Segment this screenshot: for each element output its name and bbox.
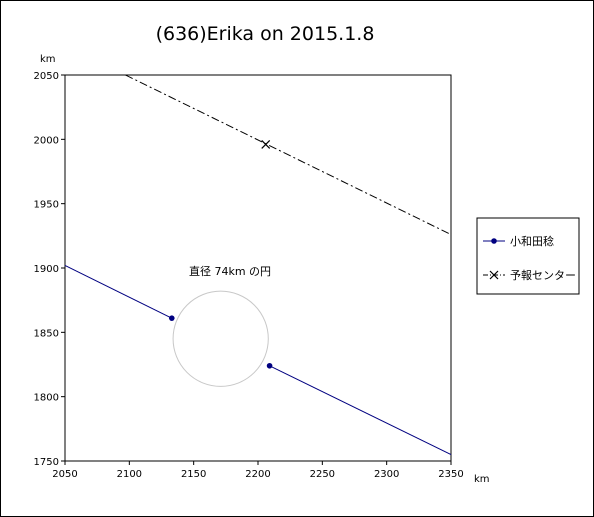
x-tick-label: 2300 xyxy=(374,469,399,480)
y-tick-label: 1850 xyxy=(34,328,59,339)
legend-marker-observer xyxy=(491,238,497,244)
prediction-marker xyxy=(261,140,271,149)
diameter-circle xyxy=(172,290,269,387)
y-tick-label: 1750 xyxy=(34,457,59,468)
x-tick-label: 2150 xyxy=(181,469,206,480)
prediction-line xyxy=(125,74,452,235)
observer-point xyxy=(266,362,273,369)
legend-marker-prediction xyxy=(489,270,499,280)
y-tick-label: 1950 xyxy=(34,200,59,211)
y-tick-label: 1900 xyxy=(34,264,59,275)
x-axis: 2050 2100 2150 2200 2250 2300 2350 xyxy=(52,461,464,480)
observer-point xyxy=(168,315,175,321)
x-tick-label: 2250 xyxy=(310,469,335,480)
x-tick-label: 2350 xyxy=(438,469,463,480)
y-tick-label: 1800 xyxy=(34,393,59,404)
series-layer xyxy=(64,74,452,456)
x-tick-label: 2100 xyxy=(117,469,142,480)
annotation-label: 直径 74km の円 xyxy=(189,264,271,278)
x-axis-unit: km xyxy=(474,474,490,485)
observer-chord-line xyxy=(64,264,173,319)
legend-label-observer: 小和田稔 xyxy=(510,234,554,248)
x-tick-label: 2200 xyxy=(245,469,270,480)
x-tick-label: 2050 xyxy=(52,469,77,480)
y-tick-label: 2000 xyxy=(34,135,59,146)
y-axis-unit: km xyxy=(40,54,56,65)
y-tick-label: 2050 xyxy=(34,71,59,82)
legend-box xyxy=(476,217,580,295)
observer-chord-line xyxy=(269,365,452,456)
legend-label-prediction: 予報センター xyxy=(510,269,576,282)
chart-title: (636)Erika on 2015.1.8 xyxy=(156,23,375,45)
y-axis: 1750 1800 1850 1900 1950 2000 2050 xyxy=(34,71,65,468)
plot-area xyxy=(64,74,452,462)
